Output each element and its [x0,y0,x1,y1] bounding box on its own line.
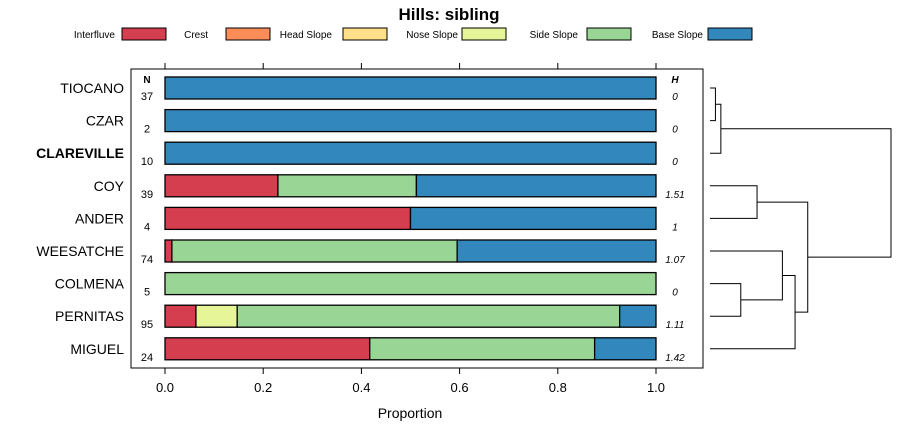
bar-segment-interfluve [164,239,173,263]
legend-swatch-side-slope [586,27,632,41]
tick-label: 0.0 [156,380,174,395]
bar-segment-interfluve [164,206,412,231]
bar-segment-interfluve [164,304,197,328]
h-column-header: H [671,75,679,86]
x-axis-title: Proportion [378,405,443,421]
dendrogram [710,87,892,350]
h-value: 1.11 [666,320,685,331]
tick-label: 0.4 [352,380,370,395]
bar-segment-nose-slope [195,304,238,328]
legend-label-interfluve: Interfluve [74,30,116,41]
bar-segment-base-slope [409,206,657,231]
n-value: 74 [141,254,153,266]
plot-frame [130,68,704,369]
h-value: 0 [672,92,678,103]
bar-segment-base-slope [619,304,657,328]
bar-segment-side-slope [369,337,596,361]
row-label-coy: COY [94,178,125,194]
row-label-czar: CZAR [86,113,124,129]
h-value: 1 [672,222,678,233]
legend-swatch-interfluve [121,27,167,41]
bar-segment-base-slope [456,239,657,263]
tick-label: 0.6 [451,380,469,395]
row-label-weesatche: WEESATCHE [36,243,124,259]
legend-label-crest: Crest [184,30,208,41]
legend: Interfluve Crest Head Slope Nose Slope Side … [74,27,753,41]
legend-label-head-slope: Head Slope [280,30,333,41]
bar-segment-base-slope [164,76,657,100]
row-label-ander: ANDER [75,210,124,226]
bar-segment-side-slope [171,239,458,263]
legend-swatch-base-slope [707,27,753,41]
n-value: 2 [144,124,150,136]
dendrogram-link [710,185,758,219]
legend-swatch-head-slope [342,27,388,41]
n-value: 39 [141,189,153,201]
bar-segment-side-slope [164,271,657,296]
tick-label: 0.2 [254,380,272,395]
h-value: 1.51 [665,190,684,201]
tick-label: 0.8 [549,380,567,395]
bar-segment-base-slope [164,108,657,133]
legend-label-base-slope: Base Slope [652,30,704,41]
row-label-pernitas: PERNITAS [55,308,124,324]
h-value: 1.07 [665,255,685,266]
x-axis: 0.0 0.2 0.4 0.6 0.8 1.0 [156,63,665,395]
row-label-clareville: CLAREVILLE [36,145,124,161]
bar-segment-side-slope [277,174,418,198]
legend-label-side-slope: Side Slope [530,30,579,41]
row-label-miguel: MIGUEL [70,341,124,357]
legend-swatch-crest [225,27,271,41]
bar-segment-base-slope [593,337,657,361]
n-value: 4 [144,221,150,233]
n-value: 37 [141,91,153,103]
legend-label-nose-slope: Nose Slope [406,30,458,41]
n-value: 5 [144,287,150,299]
n-value: 95 [141,319,153,331]
chart-title: Hills: sibling [398,5,499,24]
bar-segment-side-slope [236,304,621,328]
bar-segment-base-slope [164,141,657,165]
legend-swatch-nose-slope [461,27,507,41]
bar-segment-base-slope [415,174,657,198]
dendrogram-link [720,128,892,258]
n-value: 10 [141,156,153,168]
dendrogram-link [710,87,716,122]
row-label-tiocano: TIOCANO [60,80,124,96]
h-value: 1.42 [665,353,685,364]
bar-segment-interfluve [164,337,371,361]
n-column-header: N [143,75,150,86]
h-value: 0 [672,288,678,299]
tick-label: 1.0 [647,380,665,395]
n-value: 24 [141,352,153,364]
bar-segment-interfluve [164,174,279,198]
h-value: 0 [672,125,678,136]
dendrogram-link [710,250,783,301]
row-label-colmena: COLMENA [55,276,125,292]
dendrogram-link [710,283,742,317]
h-value: 0 [672,157,678,168]
